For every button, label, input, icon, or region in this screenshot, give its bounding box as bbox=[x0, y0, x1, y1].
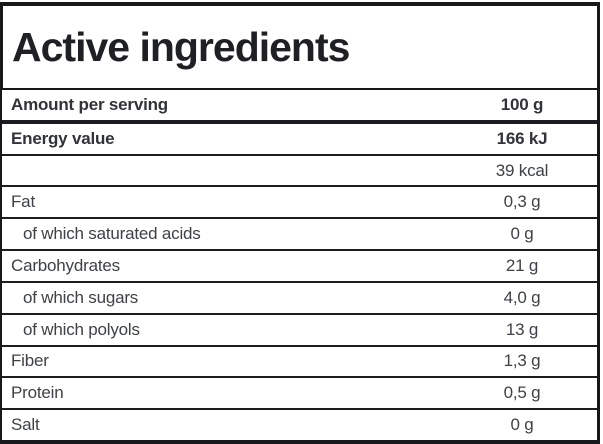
table-row-protein: Protein 0,5 g bbox=[2, 378, 597, 411]
row-value: 0 g bbox=[510, 224, 534, 244]
row-value: 13 g bbox=[505, 319, 539, 339]
row-label: of which sugars bbox=[23, 287, 139, 307]
row-label: Protein bbox=[11, 383, 64, 403]
row-value: 1,3 g bbox=[503, 351, 541, 371]
title-box: Active ingredients bbox=[0, 2, 600, 90]
table-row-saturated-acids: of which saturated acids 0 g bbox=[2, 219, 597, 252]
table-row-salt: Salt 0 g bbox=[2, 410, 597, 440]
table-row-fiber: Fiber 1,3 g bbox=[2, 347, 597, 379]
row-label: Salt bbox=[11, 415, 40, 435]
table-row-amount-per-serving: Amount per serving 100 g bbox=[2, 90, 597, 124]
row-label: of which saturated acids bbox=[23, 224, 201, 244]
table-row-fat: Fat 0,3 g bbox=[2, 187, 597, 220]
table-row-polyols: of which polyols 13 g bbox=[2, 315, 597, 347]
row-label: of which polyols bbox=[23, 319, 140, 339]
row-value: 0 g bbox=[510, 415, 534, 435]
table-row-carbohydrates: Carbohydrates 21 g bbox=[2, 251, 597, 283]
table-row-sugars: of which sugars 4,0 g bbox=[2, 283, 597, 315]
row-label: Amount per serving bbox=[11, 94, 168, 114]
row-value: 39 kcal bbox=[495, 160, 549, 180]
row-value: 0,5 g bbox=[503, 383, 541, 403]
row-value: 21 g bbox=[505, 255, 539, 275]
row-label: Fat bbox=[11, 192, 35, 212]
row-value: 100 g bbox=[500, 94, 544, 114]
table-row-energy-kcal: 39 kcal bbox=[2, 156, 597, 188]
row-value: 0,3 g bbox=[503, 192, 541, 212]
row-value: 166 kJ bbox=[496, 128, 548, 148]
row-label: Fiber bbox=[11, 351, 49, 371]
nutrition-table: Amount per serving 100 g Energy value 16… bbox=[0, 90, 600, 444]
row-label: Energy value bbox=[11, 128, 115, 148]
row-value: 4,0 g bbox=[503, 287, 541, 307]
page-title: Active ingredients bbox=[12, 23, 350, 70]
row-label: Carbohydrates bbox=[11, 255, 120, 275]
table-row-energy-value: Energy value 166 kJ bbox=[2, 124, 597, 156]
